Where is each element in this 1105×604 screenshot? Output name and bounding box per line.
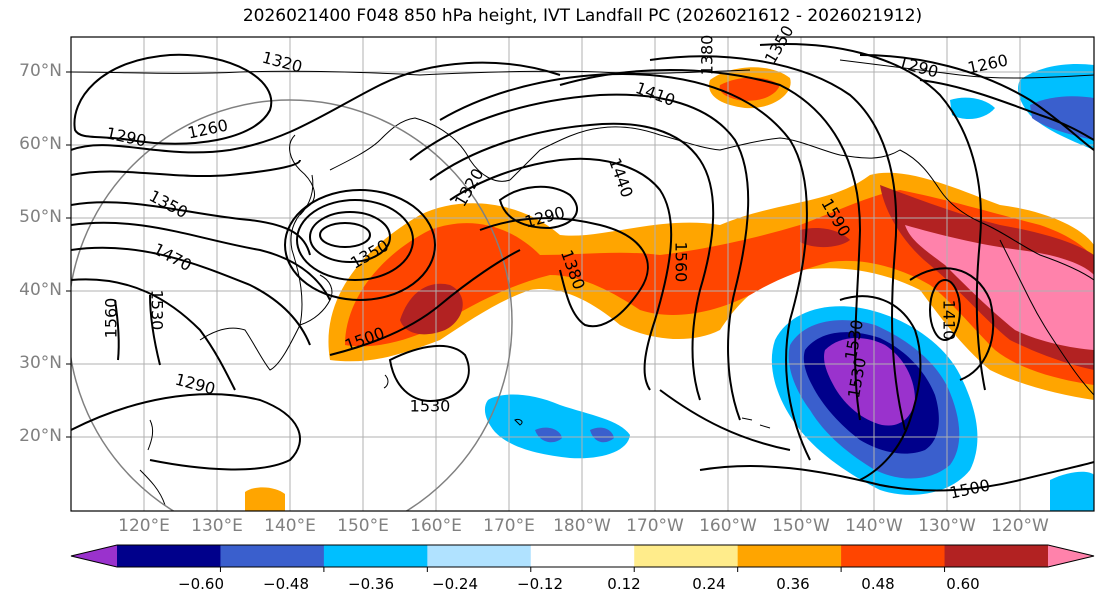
- contour-label: 1380: [698, 35, 717, 76]
- colorbar-label: 0.48: [861, 575, 895, 593]
- lon-label-150e: 150°E: [337, 516, 389, 536]
- colorbar-swatch: [427, 545, 532, 567]
- height-contours: [71, 43, 1094, 492]
- range-circle: [71, 99, 513, 511]
- ivt-negative-shading: [484, 63, 1094, 511]
- colorbar-label: 0.60: [946, 575, 980, 593]
- colorbar-swatch: [220, 545, 325, 567]
- lon-label-140e: 140°E: [264, 516, 316, 536]
- ivt-positive-shading: [245, 67, 1094, 511]
- colorbar-label: −0.36: [348, 575, 394, 593]
- colorbar-label: 0.12: [607, 575, 641, 593]
- colorbar-extend-max: [1048, 545, 1094, 567]
- lat-label-60n: 60°N: [19, 134, 62, 154]
- colorbar-label: 0.36: [776, 575, 810, 593]
- lon-label-170e: 170°E: [483, 516, 535, 536]
- lon-label-130w: 130°W: [918, 516, 976, 536]
- colorbar-label: −0.12: [517, 575, 563, 593]
- contour-label: 1410: [940, 300, 959, 341]
- colorbar-label: 0.24: [692, 575, 726, 593]
- contour-label: 1530: [410, 397, 451, 416]
- map-title: 2026021400 F048 850 hPa height, IVT Land…: [242, 6, 923, 26]
- colorbar-outline: [70, 544, 1095, 568]
- map-frame: [70, 36, 1095, 512]
- colorbar-extend-min: [71, 545, 117, 567]
- lat-label-50n: 50°N: [19, 207, 62, 227]
- lon-label-150w: 150°W: [772, 516, 830, 536]
- lon-label-160w: 160°W: [699, 516, 757, 536]
- colorbar-swatch: [323, 545, 428, 567]
- colorbar-swatch: [841, 545, 946, 567]
- colorbar-label: −0.48: [263, 575, 309, 593]
- contour-label: 1530: [148, 290, 167, 331]
- colorbar-swatch: [530, 545, 635, 567]
- colorbar-swatch: [737, 545, 842, 567]
- lat-label-70n: 70°N: [19, 61, 62, 81]
- contour-label: 1560: [672, 242, 691, 283]
- lat-label-30n: 30°N: [19, 353, 62, 373]
- lon-label-160e: 160°E: [410, 516, 462, 536]
- lon-label-170w: 170°W: [626, 516, 684, 536]
- lat-label-20n: 20°N: [19, 426, 62, 446]
- colorbar-swatch: [944, 545, 1049, 567]
- lon-label-120w: 120°W: [991, 516, 1049, 536]
- colorbar-swatch: [634, 545, 739, 567]
- lon-label-130e: 130°E: [191, 516, 243, 536]
- coastlines: [71, 59, 1094, 506]
- lon-label-120e: 120°E: [118, 516, 170, 536]
- colorbar-label: −0.24: [432, 575, 478, 593]
- axis-ticks: [66, 71, 71, 438]
- colorbar: [70, 544, 1095, 572]
- lon-label-180w: 180°W: [553, 516, 611, 536]
- lon-label-140w: 140°W: [845, 516, 903, 536]
- contour-label: 1560: [102, 298, 121, 339]
- colorbar-label: −0.60: [178, 575, 224, 593]
- lat-label-40n: 40°N: [19, 280, 62, 300]
- colorbar-swatch: [117, 545, 221, 567]
